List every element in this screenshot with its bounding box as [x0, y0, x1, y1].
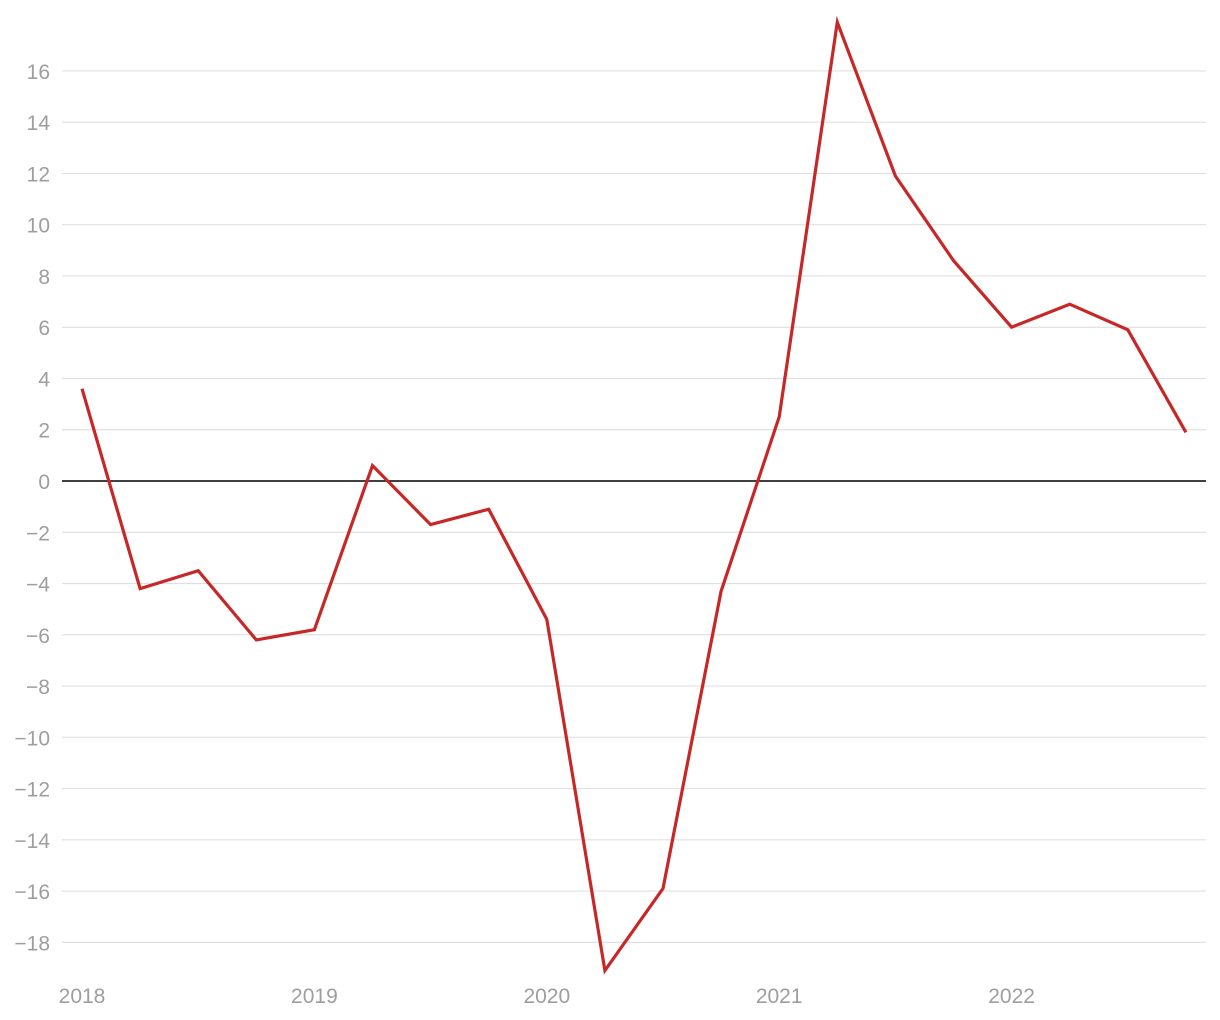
y-tick-label: 6: [38, 317, 50, 340]
y-tick-label: −12: [14, 779, 50, 802]
x-tick-label: 2018: [59, 985, 106, 1008]
x-tick-label: 2021: [756, 985, 803, 1008]
y-tick-label: −4: [26, 574, 50, 597]
y-tick-label: −18: [14, 932, 50, 955]
series-line: [80, 15, 1188, 975]
y-tick-label: 2: [38, 420, 50, 443]
y-tick-label: −8: [26, 676, 50, 699]
x-tick-label: 2022: [988, 985, 1035, 1008]
x-axis-tick-labels: 2018 2019 2020 2021 2022: [59, 985, 1035, 1008]
y-axis-tick-labels: 16 14 12 10 8 6 4 2 0 −2 −4 −6 −8 −10 −12 −14 −16 −18: [14, 61, 50, 955]
y-tick-label: −10: [14, 727, 50, 750]
grid-lines: [62, 70, 1206, 943]
y-tick-label: 16: [27, 61, 50, 84]
y-tick-label: −2: [26, 522, 50, 545]
y-tick-label: −14: [14, 830, 50, 853]
y-tick-label: 12: [27, 163, 50, 186]
x-tick-label: 2019: [291, 985, 338, 1008]
y-tick-label: 0: [38, 471, 50, 494]
y-tick-label: −6: [26, 625, 50, 648]
y-tick-label: −16: [14, 881, 50, 904]
x-tick-label: 2020: [523, 985, 570, 1008]
y-tick-label: 14: [27, 112, 51, 135]
y-tick-label: 10: [27, 215, 50, 238]
y-tick-label: 4: [38, 368, 50, 391]
y-tick-label: 8: [38, 266, 50, 289]
